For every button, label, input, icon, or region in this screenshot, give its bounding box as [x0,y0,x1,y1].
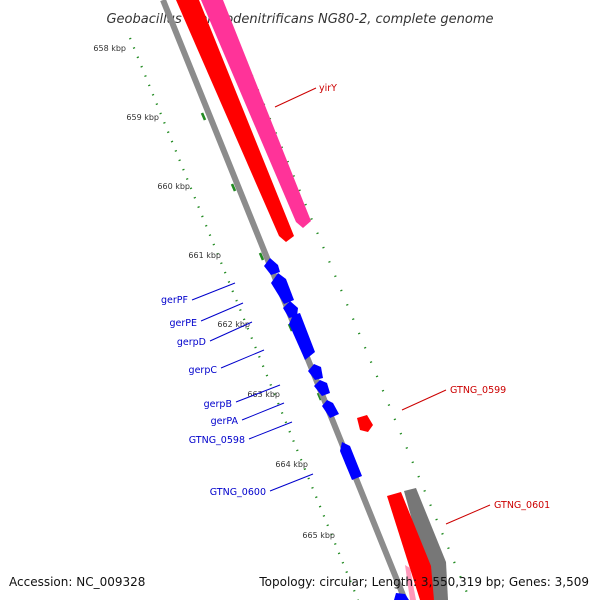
gene-gerpC [289,313,315,360]
gene-label-gerPA: gerPA [211,416,239,427]
leader-gtng0600 [269,473,314,492]
gene-label-gerPE: gerPE [169,318,197,329]
leader-gerpC [220,349,265,369]
tick-label: 665 kbp [302,531,335,540]
gene-gerPF [264,258,280,275]
pink-feature [201,0,311,228]
gene-label-gerpD: gerpD [177,337,206,348]
accession-text: Accession: NC_009328 [9,575,145,589]
major-tick [287,323,294,332]
tick-label: 660 kbp [157,182,190,191]
gene-labels: yirY gerPF gerPE gerpD gerpC gerpB gerPA… [161,83,550,511]
topology-text: Topology: circular; Length: 3,550,319 bp… [258,575,589,589]
tick-label: 661 kbp [188,251,221,260]
leader-gtng0598 [248,421,293,440]
tick-labels: 658 kbp 659 kbp 660 kbp 661 kbp 662 kbp … [93,44,335,540]
gene-gerpD [283,301,298,318]
gene-label-gerpB: gerpB [204,399,232,410]
gene-gerPA-a [314,380,330,396]
major-tick [316,392,323,401]
gene-gtng0601 [387,492,434,600]
leader-gerpD [209,321,253,342]
gene-label-gtng0601: GTNG_0601 [494,500,550,511]
leader-gtng0599 [401,389,447,411]
gene-label-gtng0599: GTNG_0599 [450,385,506,396]
gene-label-yirY: yirY [319,83,337,94]
gene-label-gerpC: gerpC [189,365,218,376]
gene-gtng0599 [357,415,373,432]
gene-label-gtng0598: GTNG_0598 [189,435,245,446]
ruler [128,17,472,600]
major-tick [200,112,207,121]
gene-label-gerPF: gerPF [161,295,188,306]
gene-gtng0600 [340,442,362,480]
major-tick [230,183,237,192]
leader-gerPF [191,282,236,301]
pink-feature-lower [405,565,416,600]
tick-label: 662 kbp [217,320,250,329]
leader-gerPA [241,402,285,421]
gene-gerpB [308,364,323,380]
label-leaders [191,87,491,525]
leader-gerPE [200,302,244,322]
forward-gene-yirY [176,0,294,242]
inner-ruler [128,37,360,600]
reverse-genes [264,258,409,600]
major-tick [258,252,265,261]
tick-label: 663 kbp [247,390,280,399]
map-title: Geobacillus thermodenitrificans NG80-2, … [106,12,493,27]
gene-gerPE [271,273,294,304]
gene-lower-blue [394,593,409,600]
gray-feature-gtng0601 [404,488,448,600]
tick-label: 664 kbp [275,460,308,469]
gene-gerPA-b [322,400,339,418]
gene-label-gtng0600: GTNG_0600 [210,487,266,498]
tick-label: 659 kbp [126,113,159,122]
tick-label: 658 kbp [93,44,126,53]
leader-gtng0601 [445,504,491,525]
leader-gerpB [235,384,281,403]
leader-yirY [274,87,317,108]
